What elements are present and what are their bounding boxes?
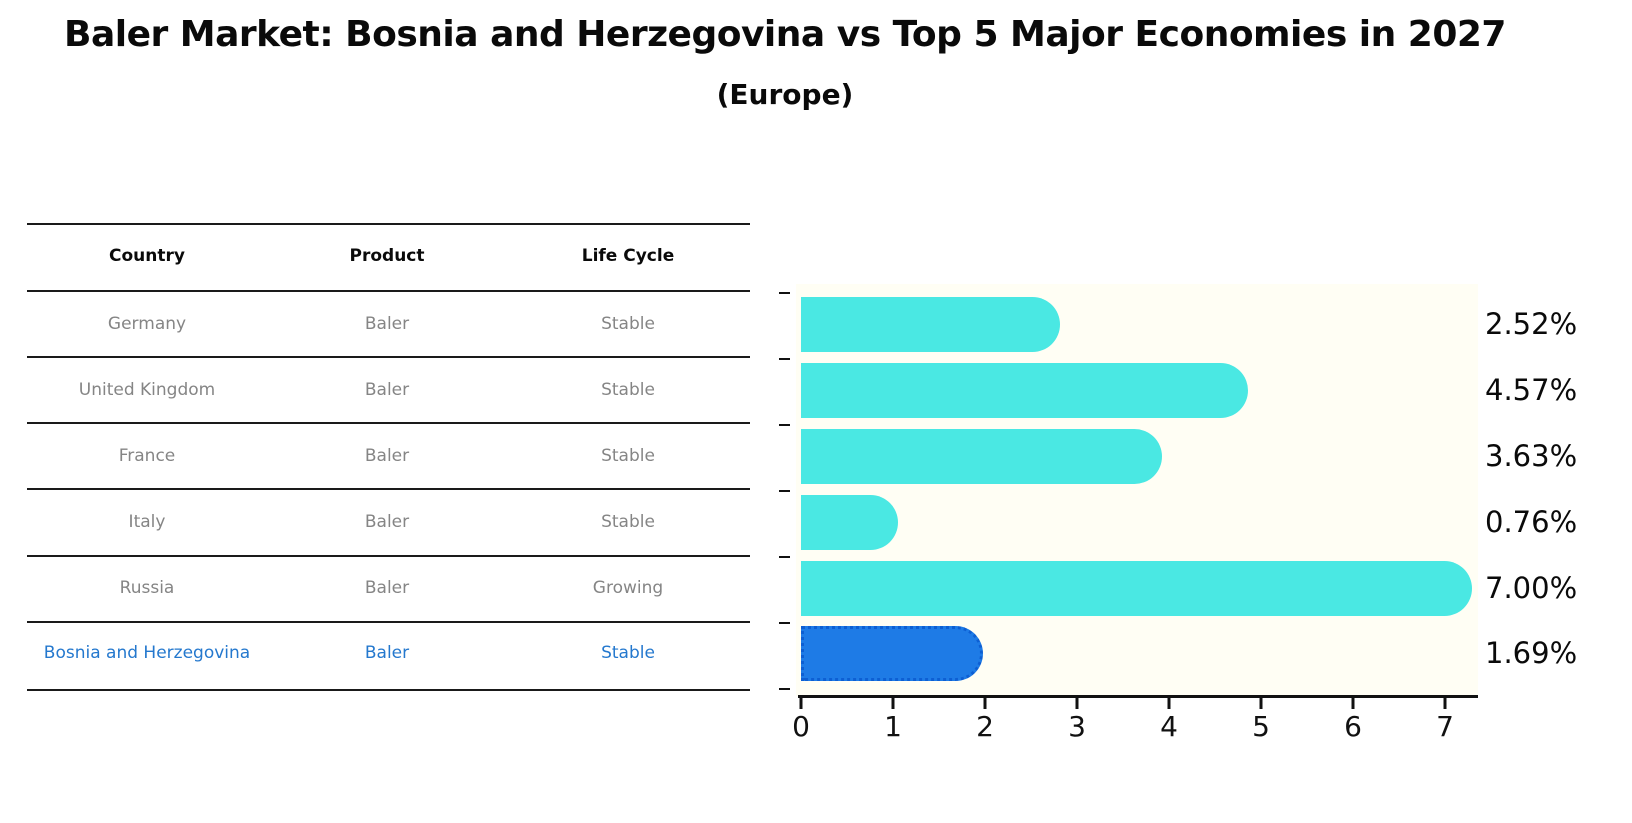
cell-life-cycle: Growing <box>592 578 664 598</box>
y-axis-tick <box>779 424 790 426</box>
x-axis-tick-label: 1 <box>884 710 902 743</box>
cell-country: Russia <box>119 578 175 598</box>
bar-italy <box>801 494 898 550</box>
y-axis-tick <box>779 556 790 558</box>
cell-life-cycle: Stable <box>601 314 655 334</box>
table-header-life-cycle: Life Cycle <box>581 246 675 266</box>
y-axis-tick <box>779 622 790 624</box>
x-axis-tick <box>891 696 895 709</box>
bar-bosnia-and-herzegovina <box>801 625 983 681</box>
cell-country: United Kingdom <box>78 380 216 400</box>
bar-value-label: 7.00% <box>1485 571 1578 605</box>
bar-russia <box>801 560 1472 616</box>
table-rule <box>27 356 750 358</box>
x-axis-tick-label: 0 <box>792 710 810 743</box>
bar-united-kingdom <box>801 362 1248 418</box>
table-rule <box>27 555 750 557</box>
table-rule <box>27 689 750 691</box>
bar-value-label: 0.76% <box>1485 505 1578 539</box>
cell-product: Baler <box>364 380 410 400</box>
bar-value-label: 1.69% <box>1485 636 1578 670</box>
x-axis-tick <box>1259 696 1263 709</box>
x-axis-tick-label: 7 <box>1436 710 1454 743</box>
x-axis-line <box>798 695 1478 698</box>
x-axis-tick <box>799 696 803 709</box>
table-rule <box>27 290 750 292</box>
cell-product: Baler <box>364 446 410 466</box>
bar-germany <box>801 296 1060 352</box>
bar-value-label: 3.63% <box>1485 439 1578 473</box>
cell-product: Baler <box>364 578 410 598</box>
x-axis-tick <box>1351 696 1355 709</box>
x-axis-tick-label: 5 <box>1252 710 1270 743</box>
bar-value-label: 4.57% <box>1485 373 1578 407</box>
x-axis-tick <box>1443 696 1447 709</box>
y-axis-tick <box>779 292 790 294</box>
x-axis-tick <box>1167 696 1171 709</box>
table-rule <box>27 621 750 623</box>
cell-product: Baler <box>364 512 410 532</box>
cell-country: Bosnia and Herzegovina <box>43 643 251 663</box>
cell-product: Baler <box>364 314 410 334</box>
cell-country: Italy <box>128 512 166 532</box>
bar-france <box>801 428 1162 484</box>
bar-value-label: 2.52% <box>1485 307 1578 341</box>
table-rule <box>27 223 750 225</box>
cell-product: Baler <box>364 643 410 663</box>
cell-country: Germany <box>107 314 187 334</box>
x-axis-tick <box>983 696 987 709</box>
table-header-country: Country <box>109 246 185 266</box>
x-axis-tick <box>1075 696 1079 709</box>
cell-country: France <box>118 446 176 466</box>
x-axis-tick-label: 6 <box>1344 710 1362 743</box>
table-rule <box>27 422 750 424</box>
chart-subtitle: (Europe) <box>716 78 854 111</box>
table-header-product: Product <box>349 246 425 266</box>
y-axis-tick <box>779 358 790 360</box>
x-axis-tick-label: 4 <box>1160 710 1178 743</box>
x-axis-tick-label: 3 <box>1068 710 1086 743</box>
chart-title: Baler Market: Bosnia and Herzegovina vs … <box>64 14 1506 55</box>
cell-life-cycle: Stable <box>601 512 655 532</box>
y-axis-tick <box>779 490 790 492</box>
cell-life-cycle: Stable <box>601 380 655 400</box>
cell-life-cycle: Stable <box>601 643 655 663</box>
cell-life-cycle: Stable <box>601 446 655 466</box>
x-axis-tick-label: 2 <box>976 710 994 743</box>
y-axis-tick <box>779 688 790 690</box>
table-rule <box>27 488 750 490</box>
